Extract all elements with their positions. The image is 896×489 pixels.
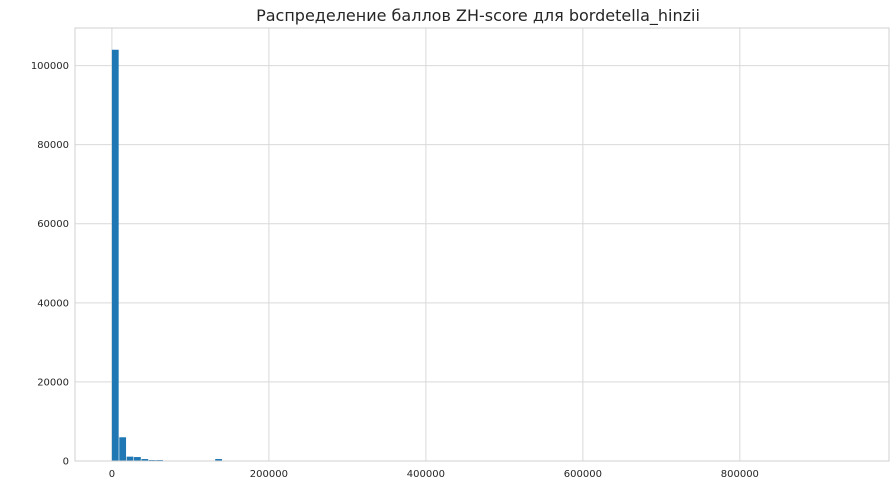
x-tick-label: 200000 — [250, 469, 288, 480]
histogram-bar — [111, 49, 119, 461]
grid — [75, 28, 889, 462]
histogram-bar — [134, 457, 141, 461]
bars — [111, 49, 222, 461]
histogram-bar — [126, 456, 134, 461]
x-tick-label: 600000 — [564, 469, 602, 480]
y-tick-label: 20000 — [37, 377, 69, 388]
y-tick-label: 0 — [63, 457, 69, 468]
chart-title: Распределение баллов ZH-score для bordet… — [256, 6, 700, 26]
plot-frame — [74, 27, 890, 462]
y-tick-label: 100000 — [31, 61, 69, 72]
x-tick-label: 0 — [109, 469, 115, 480]
tick-labels: 0 200000 400000 600000 800000 0 20000 40000 6000… — [31, 61, 759, 480]
x-tick-label: 400000 — [407, 469, 445, 480]
y-tick-label: 60000 — [37, 219, 69, 230]
y-tick-label: 80000 — [37, 140, 69, 151]
y-tick-label: 40000 — [37, 298, 69, 309]
histogram-bar — [119, 437, 127, 461]
histogram-bar — [215, 459, 222, 461]
x-tick-label: 800000 — [721, 469, 759, 480]
histogram-bar — [141, 459, 149, 461]
